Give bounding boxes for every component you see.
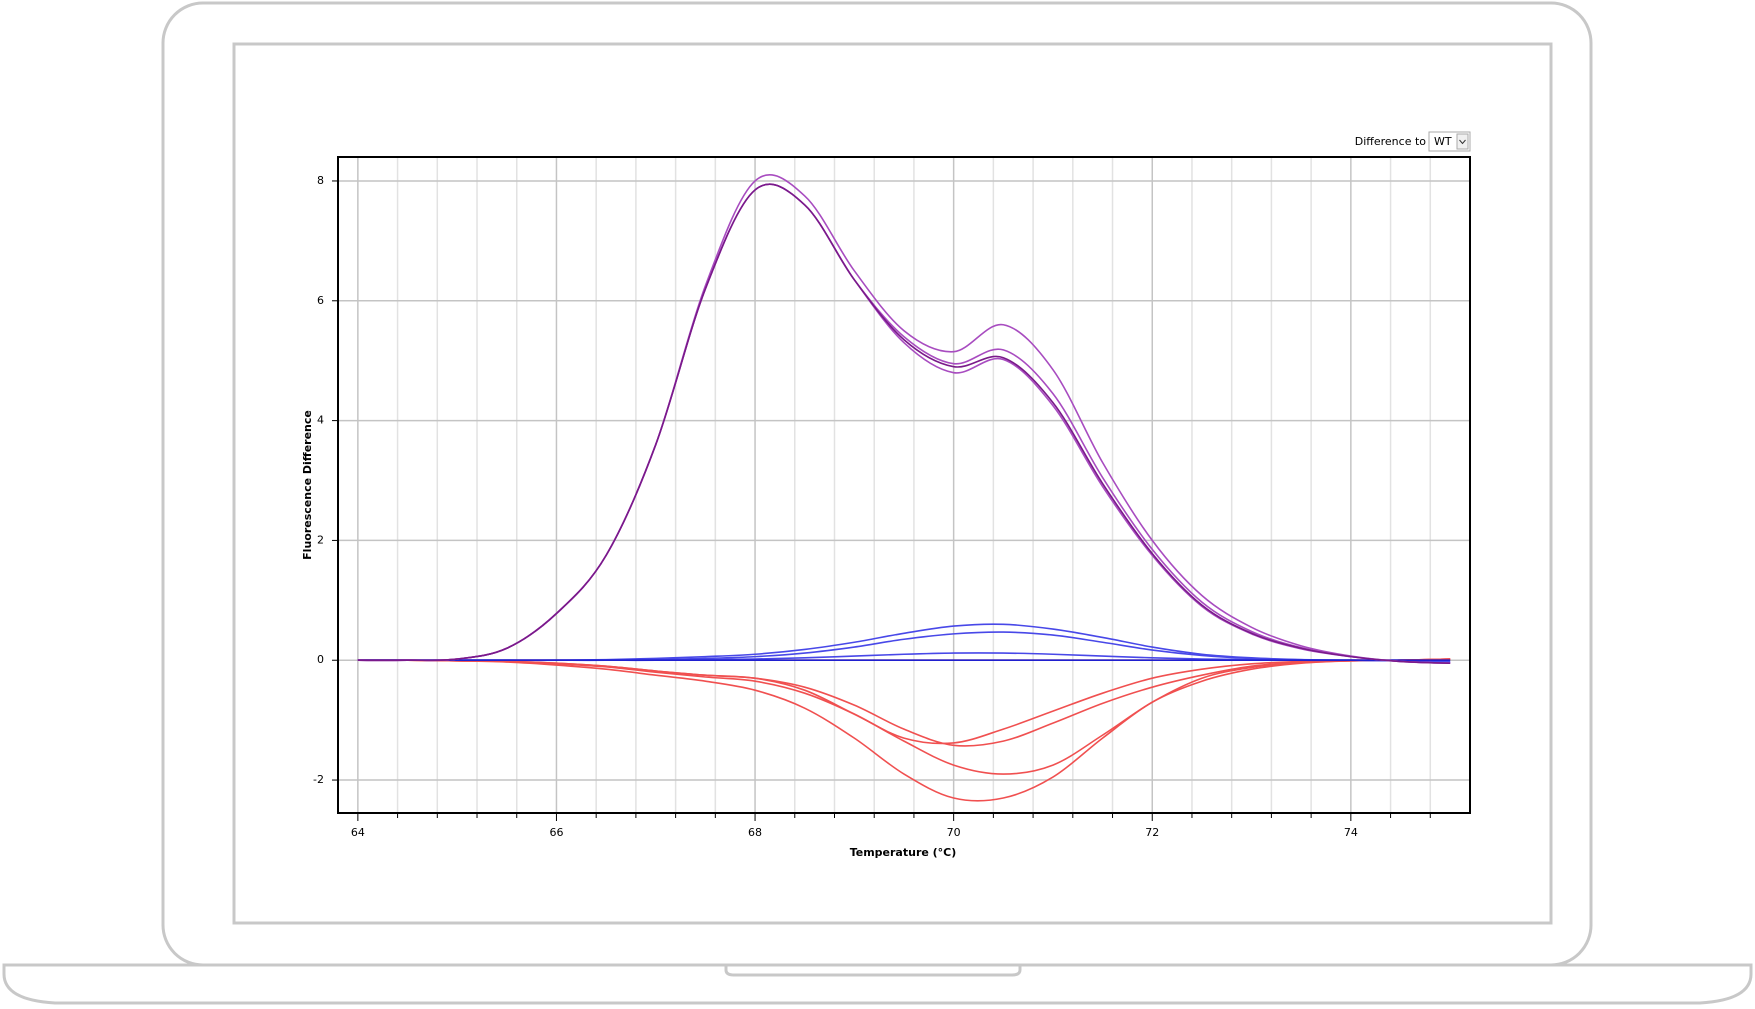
x-tick-label: 74 — [1344, 826, 1358, 839]
dropdown-button[interactable] — [1456, 133, 1469, 150]
x-tick-label: 68 — [748, 826, 762, 839]
screen — [232, 42, 1553, 925]
series-line — [357, 658, 1451, 747]
series-line — [357, 658, 1451, 802]
y-tick-label: 8 — [317, 174, 324, 187]
dropdown-arrow — [1459, 139, 1466, 145]
y-tick-label: 0 — [317, 653, 324, 666]
series-line — [357, 658, 1451, 745]
x-tick-label: 64 — [351, 826, 365, 839]
y-tick-label: 2 — [317, 533, 324, 546]
plot-border — [337, 156, 1471, 814]
control-label: Difference to — [1355, 135, 1427, 148]
series-line — [357, 658, 1451, 775]
x-tick-label: 72 — [1145, 826, 1159, 839]
series-line — [357, 183, 1451, 665]
y-tick-label: -2 — [313, 773, 324, 786]
y-tick-label: 6 — [317, 294, 324, 307]
series-line — [357, 183, 1451, 665]
x-tick-label: 66 — [549, 826, 563, 839]
laptop-notch — [724, 965, 1022, 977]
x-tick-label: 70 — [947, 826, 961, 839]
dropdown[interactable]: WT — [1428, 131, 1471, 152]
series-line — [357, 174, 1451, 665]
series-line — [357, 183, 1451, 665]
series-line — [357, 631, 1451, 663]
dropdown-value[interactable]: WT — [1434, 135, 1452, 148]
y-tick-label: 4 — [317, 414, 324, 427]
y-axis-label: Fluorescence Difference — [301, 410, 314, 560]
laptop-base — [2, 963, 1753, 1005]
x-axis-label: Temperature (°C) — [850, 846, 957, 859]
